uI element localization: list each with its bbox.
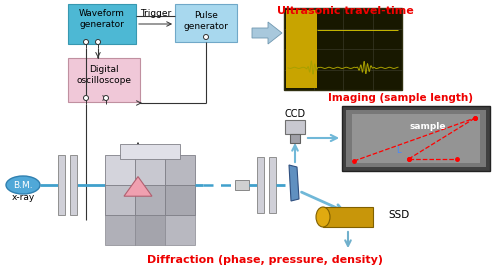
Polygon shape (252, 22, 282, 44)
Text: x-ray: x-ray (12, 194, 34, 202)
Ellipse shape (6, 176, 40, 194)
Bar (346, 110, 486, 167)
Bar (165, 155, 195, 185)
Polygon shape (289, 165, 299, 201)
Bar (105, 185, 135, 215)
Bar (150, 155, 180, 185)
Circle shape (104, 96, 108, 100)
Text: sample: sample (410, 122, 446, 131)
Bar (135, 185, 165, 215)
Bar (323, 207, 373, 227)
Bar (70, 155, 77, 215)
Text: SSD: SSD (388, 210, 409, 220)
Text: Waveform
generator: Waveform generator (79, 9, 125, 29)
Text: Trigger: Trigger (140, 10, 171, 18)
Text: Diffraction (phase, pressure, density): Diffraction (phase, pressure, density) (147, 255, 383, 265)
Bar (68, 4, 136, 44)
Bar (290, 134, 300, 143)
Text: Ultrasonic travel-time: Ultrasonic travel-time (276, 6, 413, 16)
Bar (165, 185, 195, 215)
Text: L: L (396, 146, 400, 155)
Text: Pulse
generator: Pulse generator (184, 11, 228, 31)
Circle shape (96, 40, 100, 45)
Bar (342, 106, 490, 171)
Ellipse shape (316, 207, 330, 227)
Bar (135, 155, 165, 185)
Bar (269, 157, 276, 213)
Bar (120, 155, 150, 185)
Bar (285, 120, 305, 134)
Bar (135, 215, 165, 245)
Bar (257, 157, 264, 213)
Circle shape (204, 34, 208, 40)
Bar (175, 4, 237, 42)
Text: B.M.: B.M. (13, 180, 33, 190)
Bar (165, 185, 195, 215)
Bar (105, 215, 135, 245)
Circle shape (84, 96, 88, 100)
Bar (135, 185, 165, 215)
Bar (120, 144, 180, 159)
Text: CCD: CCD (284, 109, 306, 119)
Bar (165, 215, 195, 245)
Bar (105, 185, 135, 215)
Bar (58, 155, 65, 215)
Text: Imaging (sample length): Imaging (sample length) (328, 93, 472, 103)
Bar (235, 180, 249, 190)
Bar (284, 8, 402, 90)
Bar (105, 155, 135, 185)
Polygon shape (124, 176, 152, 196)
Bar (352, 114, 480, 163)
Bar (68, 58, 140, 102)
Bar (286, 10, 317, 88)
Circle shape (84, 40, 88, 45)
Text: Digital
oscilloscope: Digital oscilloscope (76, 65, 132, 85)
